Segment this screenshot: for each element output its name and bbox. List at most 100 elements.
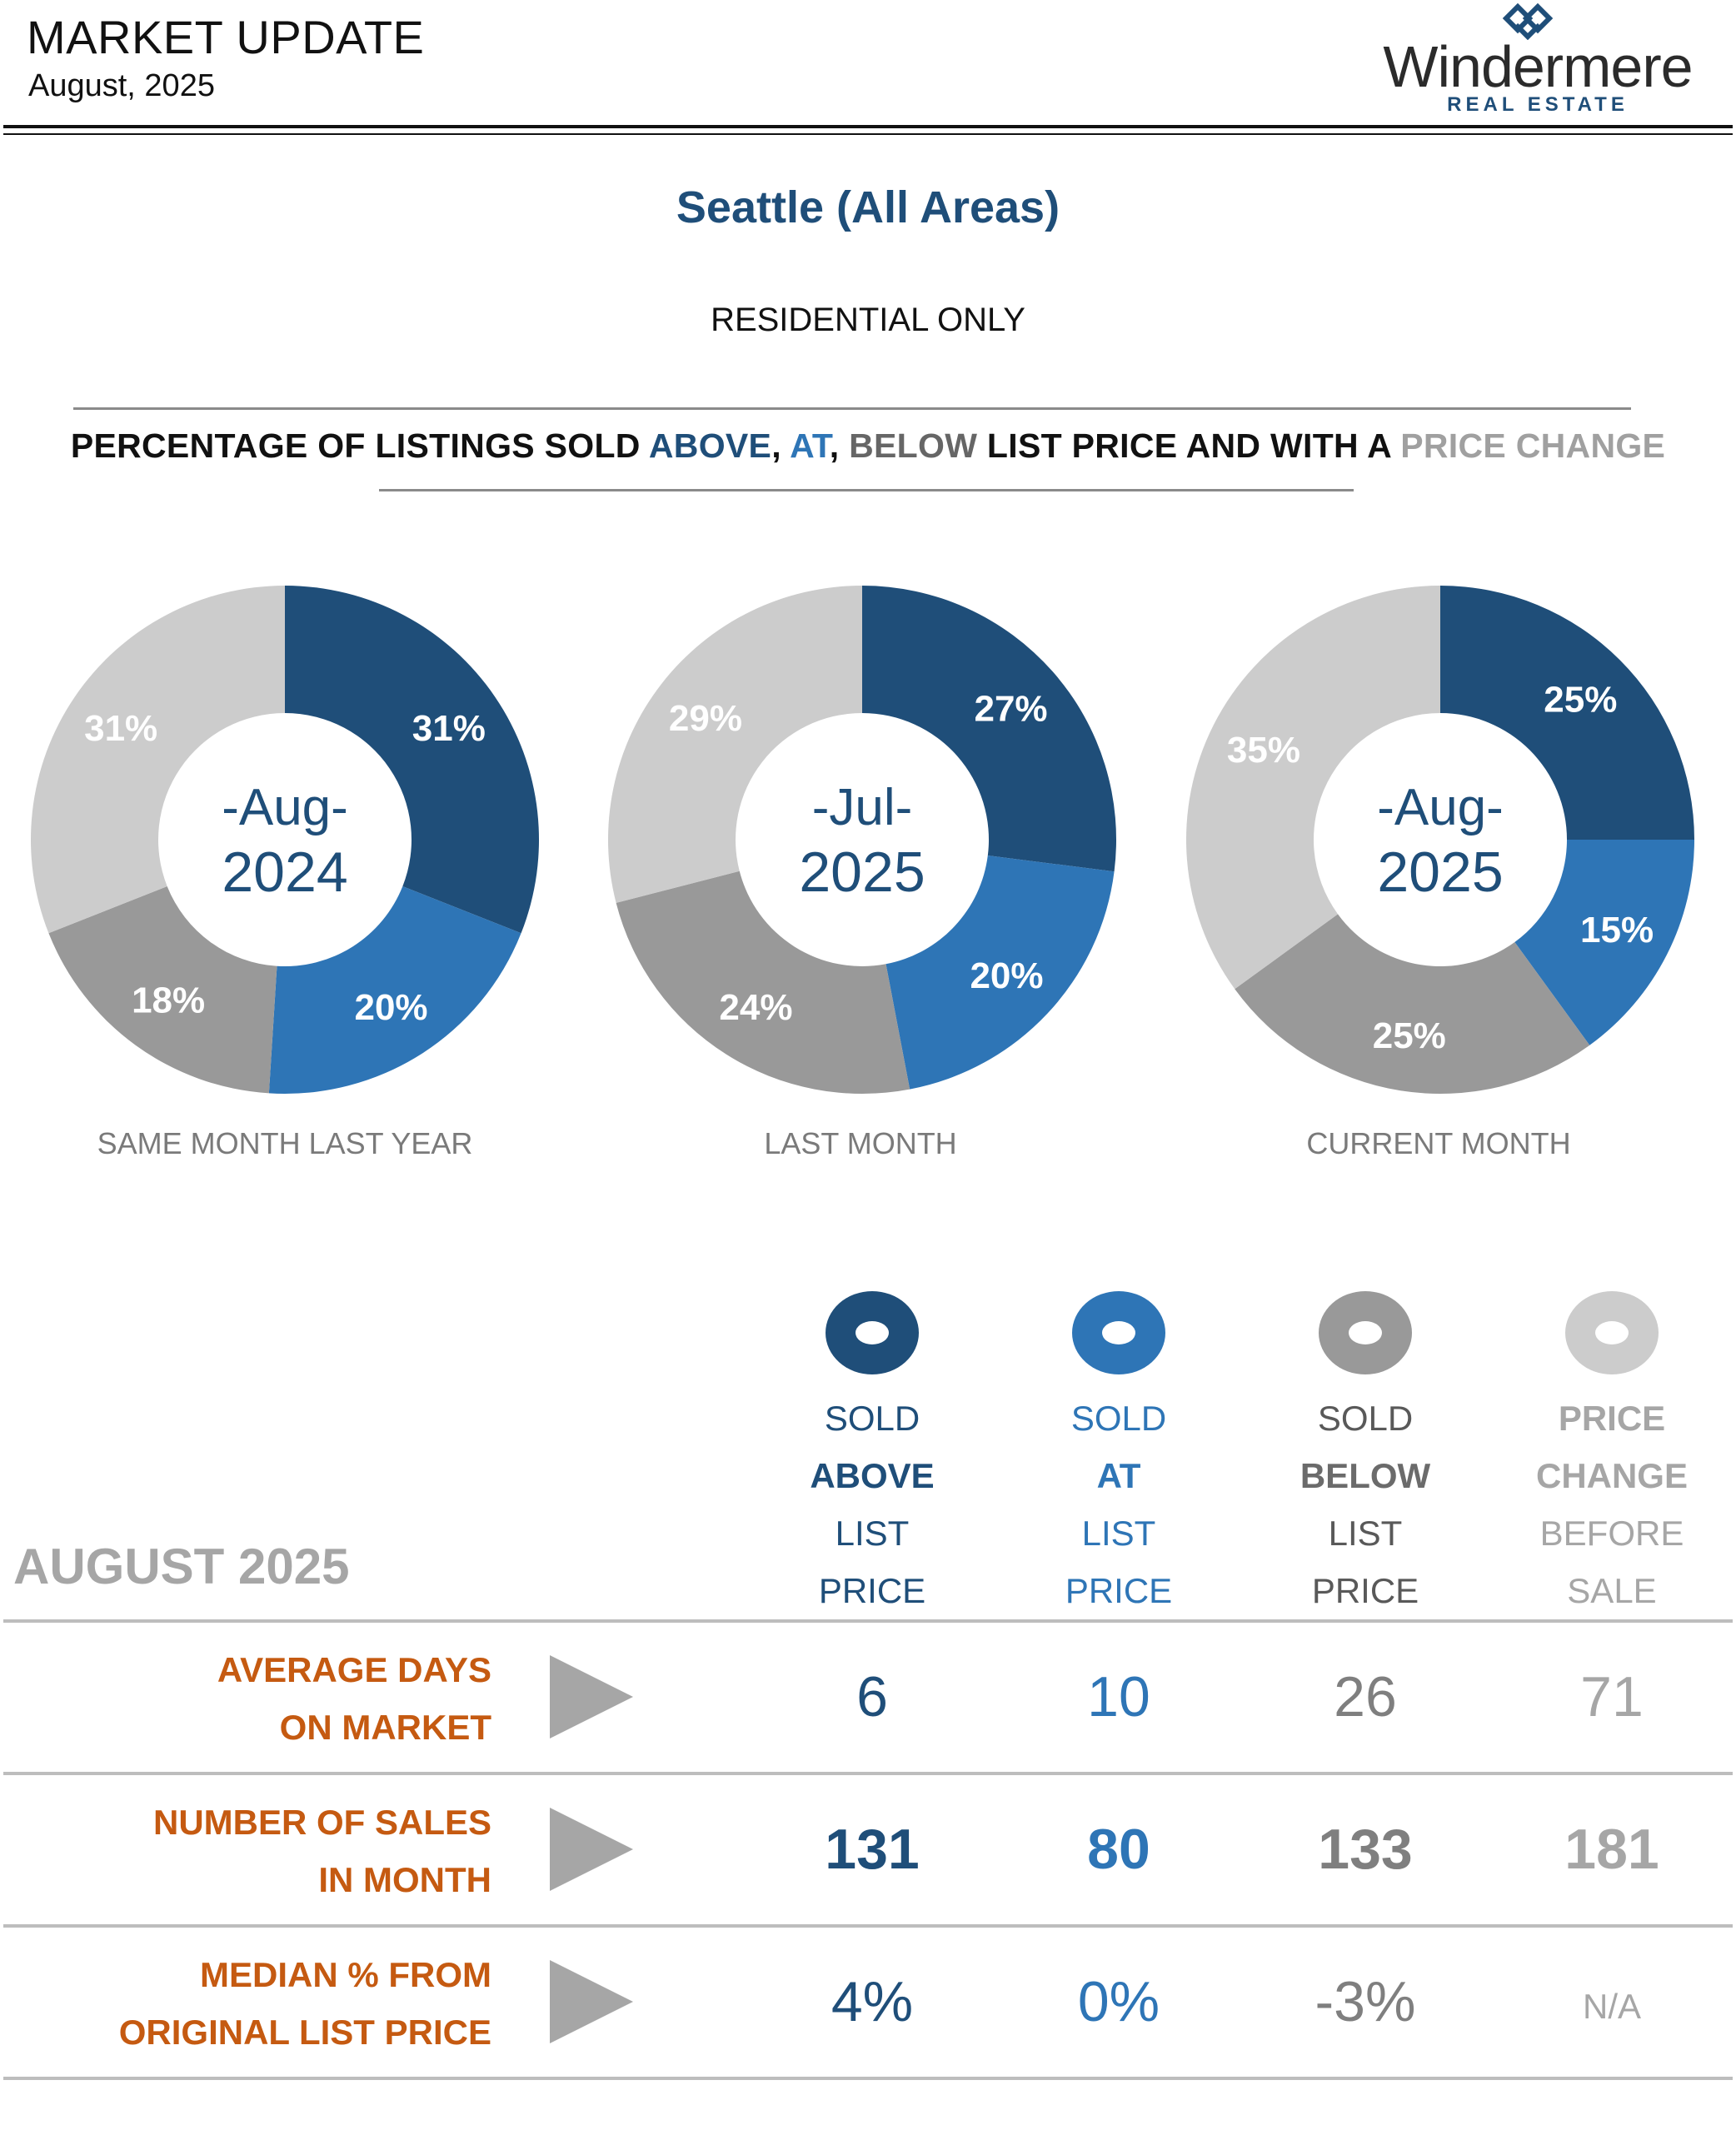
donut-1-slice-above <box>285 586 539 934</box>
donut-3-slice-above <box>1440 586 1694 840</box>
donut-1-slice-price-change <box>30 586 285 934</box>
row-label-line1: MEDIAN % FROM <box>200 1955 491 1994</box>
col-head-line3: LIST <box>1081 1514 1156 1553</box>
donut-1-label-at: 20% <box>354 987 427 1028</box>
heading-sep-1: , <box>771 427 791 465</box>
table-rule <box>3 1619 1733 1623</box>
donut-3-center-month: -Aug- <box>1377 779 1504 836</box>
donut-2-slice-above <box>862 586 1117 872</box>
heading-at: AT <box>790 427 830 465</box>
col-head-line4: PRICE <box>1311 1571 1419 1610</box>
donut-1-label-below: 18% <box>132 980 205 1021</box>
col-head-line1: PRICE <box>1558 1399 1666 1438</box>
table-rule <box>3 1924 1733 1928</box>
play-arrow-icon <box>550 1655 633 1738</box>
row-label-line2: ON MARKET <box>279 1708 491 1747</box>
col-head-line1: SOLD <box>1317 1399 1414 1438</box>
col-head-line3: LIST <box>1328 1514 1403 1553</box>
logo-wordmark: Windermere <box>1383 34 1693 99</box>
legend-icons <box>826 1291 1659 1374</box>
donut-1-label-price-change: 31% <box>84 708 157 749</box>
row-label-line2: ORIGINAL LIST PRICE <box>118 2013 491 2052</box>
col-head-line2: AT <box>1096 1456 1141 1495</box>
donut-charts: 31%20%18%31%-Aug-202427%20%24%29%-Jul-20… <box>30 586 1694 1095</box>
play-arrow-icon <box>550 1960 633 2043</box>
donut-icon <box>826 1291 919 1374</box>
col-head-above: SOLD ABOVE LIST PRICE <box>756 1389 989 1619</box>
col-head-line2: ABOVE <box>810 1456 935 1495</box>
donut-icon <box>1319 1291 1412 1374</box>
report-title: MARKET UPDATE <box>27 11 425 63</box>
col-head-below: SOLD BELOW LIST PRICE <box>1249 1389 1482 1619</box>
donut-1-center-year: 2024 <box>222 841 347 904</box>
cell-num-sales-below: 133 <box>1318 1818 1413 1881</box>
chart-caption-3: CURRENT MONTH <box>1306 1126 1571 1160</box>
cell-avg-days-price-change: 71 <box>1580 1665 1644 1728</box>
row-label-median-pct: MEDIAN % FROM ORIGINAL LIST PRICE <box>25 1946 491 2061</box>
donut-1-label-above: 31% <box>412 708 486 749</box>
cell-avg-days-at: 10 <box>1087 1665 1150 1728</box>
donut-icon <box>1565 1291 1659 1374</box>
col-head-line3: BEFORE <box>1539 1514 1684 1553</box>
report-date: August, 2025 <box>28 68 215 103</box>
section-rule-bottom <box>379 489 1354 491</box>
donut-1-slice-at <box>268 885 521 1095</box>
heading-below: BELOW <box>849 427 978 465</box>
donut-3-label-below: 25% <box>1373 1015 1446 1056</box>
donut-2-slice-below <box>616 870 910 1094</box>
donut-icon <box>1072 1291 1165 1374</box>
heading-price-change: PRICE CHANGE <box>1400 427 1666 465</box>
row-label-line2: IN MONTH <box>318 1860 491 1899</box>
donut-1-center-month: -Aug- <box>222 779 348 836</box>
donut-2-slice-at <box>885 856 1115 1090</box>
play-arrow-icon <box>550 1808 633 1891</box>
cell-avg-days-above: 6 <box>856 1665 888 1728</box>
heading-text-2: LIST PRICE AND WITH A <box>977 427 1401 465</box>
col-head-line2: CHANGE <box>1535 1456 1688 1495</box>
row-label-avg-days: AVERAGE DAYS ON MARKET <box>25 1641 491 1756</box>
cell-median-at: 0% <box>1077 1970 1160 2033</box>
header-rule <box>3 125 1733 128</box>
header-rule-thin <box>3 133 1733 135</box>
table-rule <box>3 2077 1733 2080</box>
col-head-line4: PRICE <box>1065 1571 1173 1610</box>
col-head-line4: SALE <box>1567 1571 1657 1610</box>
donut-3-label-above: 25% <box>1544 680 1617 721</box>
windermere-logo: Windermere REAL ESTATE <box>1363 0 1713 125</box>
donut-3-center-year: 2025 <box>1377 841 1503 904</box>
property-type-subtitle: RESIDENTIAL ONLY <box>711 302 1025 338</box>
cell-num-sales-at: 80 <box>1087 1818 1150 1881</box>
cell-median-price-change: N/A <box>1582 1987 1641 2026</box>
donut-2-label-below: 24% <box>719 987 792 1028</box>
row-label-line1: NUMBER OF SALES <box>152 1803 491 1842</box>
cell-num-sales-above: 131 <box>825 1818 920 1881</box>
donut-3-label-price-change: 35% <box>1227 730 1300 771</box>
col-head-line4: PRICE <box>818 1571 926 1610</box>
col-head-line1: SOLD <box>824 1399 920 1438</box>
donut-2-label-price-change: 29% <box>669 698 742 739</box>
donut-2-center-month: -Jul- <box>812 779 913 836</box>
donut-3-slice-below <box>1235 914 1590 1095</box>
cell-num-sales-price-change: 181 <box>1564 1818 1659 1881</box>
donut-2-slice-price-change <box>608 586 862 903</box>
logo-subtext: REAL ESTATE <box>1447 93 1629 116</box>
col-head-price-change: PRICE CHANGE BEFORE SALE <box>1495 1389 1729 1619</box>
row-label-line1: AVERAGE DAYS <box>217 1650 491 1689</box>
col-head-line2: BELOW <box>1300 1456 1431 1495</box>
heading-above: ABOVE <box>648 427 772 465</box>
donut-1-slice-below <box>48 885 277 1094</box>
heading-text-1: PERCENTAGE OF LISTINGS SOLD <box>70 427 649 465</box>
col-head-at: SOLD AT LIST PRICE <box>1002 1389 1235 1619</box>
logo-diamond-icon <box>1502 2 1554 40</box>
section-heading: PERCENTAGE OF LISTINGS SOLD ABOVE, AT, B… <box>0 427 1736 466</box>
donut-3-label-at: 15% <box>1580 910 1654 950</box>
chart-caption-2: LAST MONTH <box>764 1126 957 1160</box>
section-rule-top <box>73 407 1631 410</box>
table-month-label: AUGUST 2025 <box>13 1539 350 1594</box>
col-head-line1: SOLD <box>1070 1399 1167 1438</box>
donut-3-slice-at <box>1514 840 1694 1045</box>
donut-2-label-at: 20% <box>970 955 1043 996</box>
cell-median-below: -3% <box>1314 1970 1416 2033</box>
row-label-num-sales: NUMBER OF SALES IN MONTH <box>25 1793 491 1908</box>
col-head-line3: LIST <box>835 1514 910 1553</box>
